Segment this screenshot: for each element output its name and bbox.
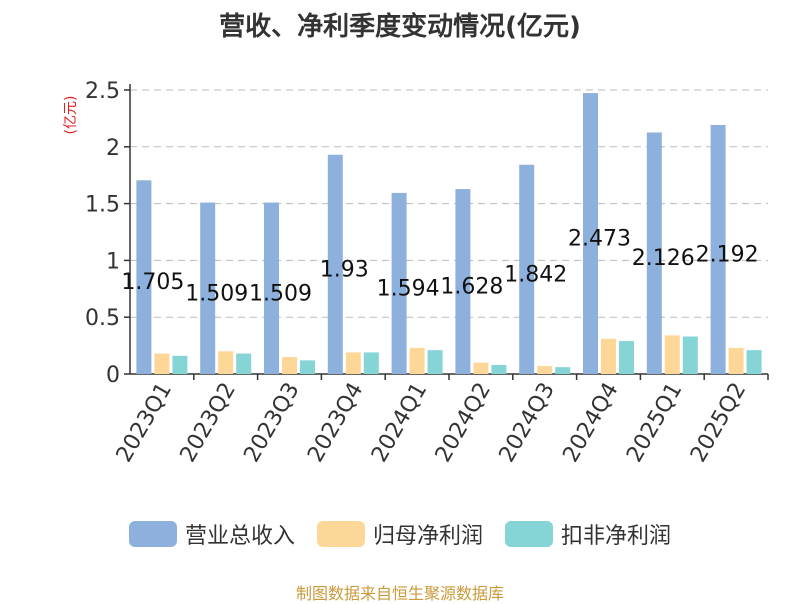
bar-series3-2024Q1 xyxy=(427,350,443,374)
bar-series1-2023Q4 xyxy=(327,154,343,374)
bar-series3-2023Q4 xyxy=(363,352,379,374)
bar-series2-2023Q4 xyxy=(345,352,361,374)
data-label: 1.93 xyxy=(320,257,369,282)
data-label: 2.192 xyxy=(696,242,759,267)
x-tick-label: 2023Q4 xyxy=(303,379,368,467)
bar-series3-2025Q1 xyxy=(682,336,698,374)
x-tick-label: 2024Q1 xyxy=(367,378,432,466)
bar-series3-2024Q2 xyxy=(491,364,507,374)
bar-series1-2023Q2 xyxy=(200,202,216,374)
legend-swatch-deducted-profit xyxy=(505,521,553,547)
data-label: 1.628 xyxy=(440,275,503,300)
bar-series1-2025Q1 xyxy=(646,132,662,374)
bar-series2-2023Q1 xyxy=(154,353,170,374)
data-label: 2.473 xyxy=(568,227,631,252)
chart-title: 营收、净利季度变动情况(亿元) xyxy=(219,12,581,42)
bar-series2-2023Q2 xyxy=(218,351,234,374)
y-axis-label: (亿元) xyxy=(63,96,79,135)
y-tick-label: 2 xyxy=(106,136,120,161)
x-tick-label: 2023Q1 xyxy=(112,379,177,467)
legend-swatch-net-profit xyxy=(316,521,365,547)
bar-series2-2024Q2 xyxy=(473,362,489,374)
x-tick-label: 2025Q1 xyxy=(622,379,687,467)
x-tick-label: 2023Q2 xyxy=(176,379,241,467)
bar-series3-2023Q3 xyxy=(300,360,315,374)
x-tick-label: 2024Q2 xyxy=(431,379,496,467)
bar-series1-2024Q3 xyxy=(519,164,535,374)
bar-series2-2025Q1 xyxy=(664,335,680,374)
legend-label-deducted-profit: 扣非净利润 xyxy=(561,524,672,549)
bar-series2-2025Q2 xyxy=(728,347,744,374)
bar-series2-2024Q4 xyxy=(601,338,616,374)
data-label: 1.594 xyxy=(377,276,440,301)
legend-item-net-profit[interactable]: 归母净利润 xyxy=(316,518,483,550)
data-label: 1.509 xyxy=(185,281,248,306)
data-label: 1.705 xyxy=(121,270,184,295)
bar-series1-2024Q4 xyxy=(583,93,598,374)
bar-series2-2024Q3 xyxy=(537,366,553,374)
y-tick-label: 2.5 xyxy=(85,79,120,104)
bar-series1-2023Q1 xyxy=(136,180,152,374)
y-tick-label: 1 xyxy=(106,249,120,274)
bar-series1-2024Q2 xyxy=(455,189,471,374)
bar-series3-2024Q4 xyxy=(619,341,634,374)
legend-item-revenue[interactable]: 营业总收入 xyxy=(128,518,295,550)
y-tick-label: 1.5 xyxy=(85,193,120,218)
bar-series3-2024Q3 xyxy=(555,367,571,374)
data-label: 1.509 xyxy=(249,281,312,306)
legend: 营业总收入 归母净利润 扣非净利润 xyxy=(0,518,800,550)
bar-series2-2023Q3 xyxy=(282,356,297,374)
bar-series3-2023Q2 xyxy=(236,353,252,374)
x-tick-label: 2024Q3 xyxy=(495,379,560,467)
x-tick-label: 2024Q4 xyxy=(558,379,623,467)
bar-series3-2025Q2 xyxy=(746,350,762,374)
x-tick-label: 2025Q2 xyxy=(686,379,751,467)
y-tick-label: 0.5 xyxy=(85,306,120,331)
bar-series3-2023Q1 xyxy=(172,355,188,374)
bar-series1-2024Q1 xyxy=(391,192,407,374)
legend-label-revenue: 营业总收入 xyxy=(184,524,295,549)
legend-label-net-profit: 归母净利润 xyxy=(372,524,483,549)
bar-series1-2023Q3 xyxy=(264,202,279,374)
legend-swatch-revenue xyxy=(128,521,177,547)
legend-item-deducted-profit[interactable]: 扣非净利润 xyxy=(505,518,671,550)
source-note: 制图数据来自恒生聚源数据库 xyxy=(295,584,504,603)
x-tick-label: 2023Q3 xyxy=(239,379,304,467)
bar-series2-2024Q1 xyxy=(409,347,425,374)
data-label: 1.842 xyxy=(504,262,567,287)
bar-series1-2025Q2 xyxy=(710,124,726,374)
data-label: 2.126 xyxy=(632,246,695,271)
y-tick-label: 0 xyxy=(106,363,120,388)
